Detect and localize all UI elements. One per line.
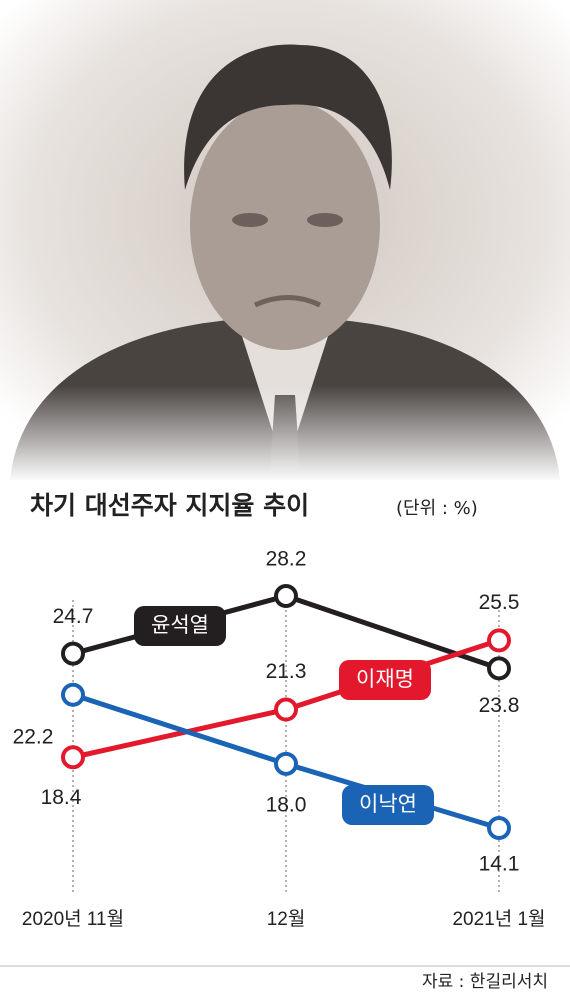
legend-label: 윤석열 (151, 613, 209, 637)
data-point (274, 751, 298, 776)
source: 자료 : 한길리서치 (422, 972, 548, 992)
data-point (61, 745, 85, 770)
value-label: 28.2 (266, 548, 307, 571)
data-point (61, 641, 85, 666)
value-label: 14.1 (479, 853, 520, 876)
data-point (487, 628, 511, 653)
legend-box (339, 660, 431, 700)
data-point (487, 816, 511, 840)
data-point (274, 697, 298, 722)
x-tick-label: 12월 (267, 908, 306, 930)
value-label: 23.8 (479, 694, 520, 717)
value-label: 18.0 (266, 793, 307, 816)
legend-label: 이낙연 (359, 792, 417, 816)
legend-box (134, 606, 226, 646)
x-tick-label: 2020년 11월 (22, 908, 124, 930)
x-tick-label: 2021년 1월 (452, 908, 545, 930)
value-label: 21.3 (266, 660, 307, 683)
legend-box (342, 785, 434, 825)
value-label: 25.5 (479, 591, 520, 614)
data-point (274, 584, 298, 608)
unit-label: (단위 : %) (396, 498, 478, 519)
value-label: 24.7 (53, 605, 94, 628)
photo (0, 0, 570, 482)
chart-title: 차기 대선주자 지지율 추이 (30, 491, 309, 520)
data-point (61, 682, 85, 707)
value-label: 22.2 (13, 725, 54, 748)
data-point (487, 656, 511, 681)
value-label: 18.4 (41, 786, 82, 809)
legend-label: 이재명 (356, 667, 414, 691)
